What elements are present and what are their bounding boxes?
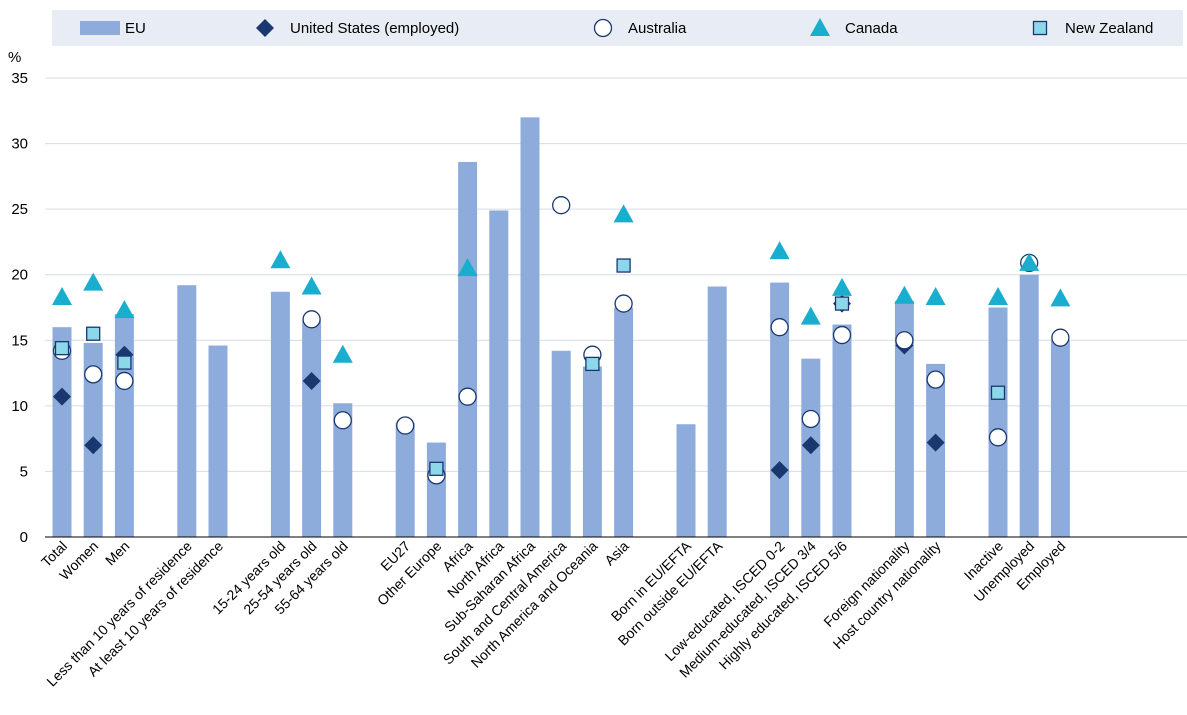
eu-bar: [114, 314, 134, 537]
legend-label: New Zealand: [1065, 20, 1153, 37]
canada-marker: [52, 287, 72, 306]
eu-bar: [302, 320, 322, 537]
y-tick-label: 25: [11, 201, 28, 218]
eu-bar: [270, 291, 290, 537]
y-tick-label: 0: [20, 529, 28, 546]
us-marker: [770, 461, 789, 480]
canada-marker: [988, 287, 1008, 306]
eu-bar: [1050, 340, 1070, 537]
eu-bar: [988, 307, 1008, 537]
australia-marker: [1051, 328, 1070, 347]
australia-marker: [396, 416, 415, 435]
canada-marker: [457, 258, 478, 277]
australia-marker: [458, 387, 477, 406]
canada-marker: [83, 272, 104, 291]
y-tick-label: 10: [11, 398, 28, 415]
australia-marker: [801, 409, 820, 429]
x-tick-label: Highly educated, ISCED 5/6: [716, 538, 851, 673]
x-tick-label: Men: [102, 538, 133, 569]
eu-bar: [894, 300, 914, 537]
australia-marker: [988, 428, 1008, 447]
legend-band: [52, 10, 1183, 46]
eu-bar: [458, 161, 478, 537]
eu-bar: [208, 345, 228, 537]
new-zealand-marker: [834, 296, 850, 311]
legend-label: Canada: [845, 20, 898, 37]
y-tick-label: 35: [11, 70, 28, 87]
australia-marker: [770, 318, 789, 337]
canada-marker: [925, 287, 946, 306]
australia-marker: [895, 331, 914, 350]
eu-bars: [52, 117, 1070, 537]
legend-label: Australia: [628, 20, 687, 37]
canada-marker: [114, 300, 135, 319]
legend-label: EU: [125, 20, 146, 37]
australia-marker: [302, 310, 321, 329]
australia-marker: [552, 196, 571, 215]
canada-marker: [1050, 288, 1071, 307]
legend-eu-icon: [80, 21, 120, 35]
y-tick-label: 5: [20, 463, 28, 480]
us-marker: [302, 371, 321, 390]
new-zealand-marker: [585, 356, 600, 372]
eu-bar: [520, 117, 540, 537]
australia-marker: [926, 370, 945, 389]
australia-marker: [84, 365, 103, 384]
eu-bar: [395, 422, 415, 537]
canada-marker: [769, 241, 790, 260]
canada-marker: [270, 250, 291, 269]
markers: [52, 196, 1071, 485]
eu-bar: [832, 324, 852, 537]
us-marker: [84, 436, 103, 455]
new-zealand-marker: [990, 385, 1006, 400]
eu-bar: [177, 285, 197, 537]
canada-marker: [301, 276, 322, 295]
eu-bar: [52, 327, 72, 537]
eu-bar: [614, 307, 634, 537]
us-marker: [801, 436, 820, 455]
eu-bar: [333, 403, 353, 537]
australia-marker: [832, 325, 852, 345]
eu-bar: [676, 424, 696, 537]
australia-marker: [333, 411, 352, 430]
new-zealand-marker: [429, 461, 444, 476]
new-zealand-marker: [117, 355, 132, 370]
y-tick-label: 30: [11, 136, 28, 153]
canada-marker: [832, 277, 852, 296]
us-marker: [53, 387, 71, 406]
y-tick-label: 15: [11, 332, 28, 349]
canada-marker: [613, 204, 634, 223]
legend-canada-icon: [810, 18, 830, 36]
canada-marker: [800, 306, 821, 325]
australia-marker: [614, 294, 633, 313]
y-axis-ticks: 0 5 10 15 20 25 30 35: [11, 70, 28, 546]
legend-new-zealand-icon: [1032, 20, 1048, 36]
canada-marker: [894, 285, 915, 304]
canada-marker: [1019, 252, 1040, 271]
eu-bar: [582, 366, 602, 537]
legend-label: United States (employed): [290, 20, 459, 37]
canada-marker: [332, 344, 353, 363]
legend-australia-icon: [593, 18, 613, 38]
eu-bar: [551, 350, 571, 537]
legend-us-icon: [256, 19, 274, 37]
new-zealand-marker: [54, 341, 70, 356]
new-zealand-marker: [616, 258, 631, 273]
eu-bar: [1019, 274, 1039, 537]
y-axis-label: %: [8, 49, 21, 66]
eu-bar: [707, 286, 727, 537]
legend: EU United States (employed) Australia Canad…: [80, 18, 1153, 38]
x-tick-label: Asia: [601, 538, 632, 569]
eu-bar: [426, 442, 446, 537]
australia-marker: [115, 371, 134, 391]
y-tick-label: 20: [11, 267, 28, 284]
us-marker: [926, 433, 945, 452]
new-zealand-marker: [86, 326, 101, 341]
eu-bar: [489, 210, 509, 537]
